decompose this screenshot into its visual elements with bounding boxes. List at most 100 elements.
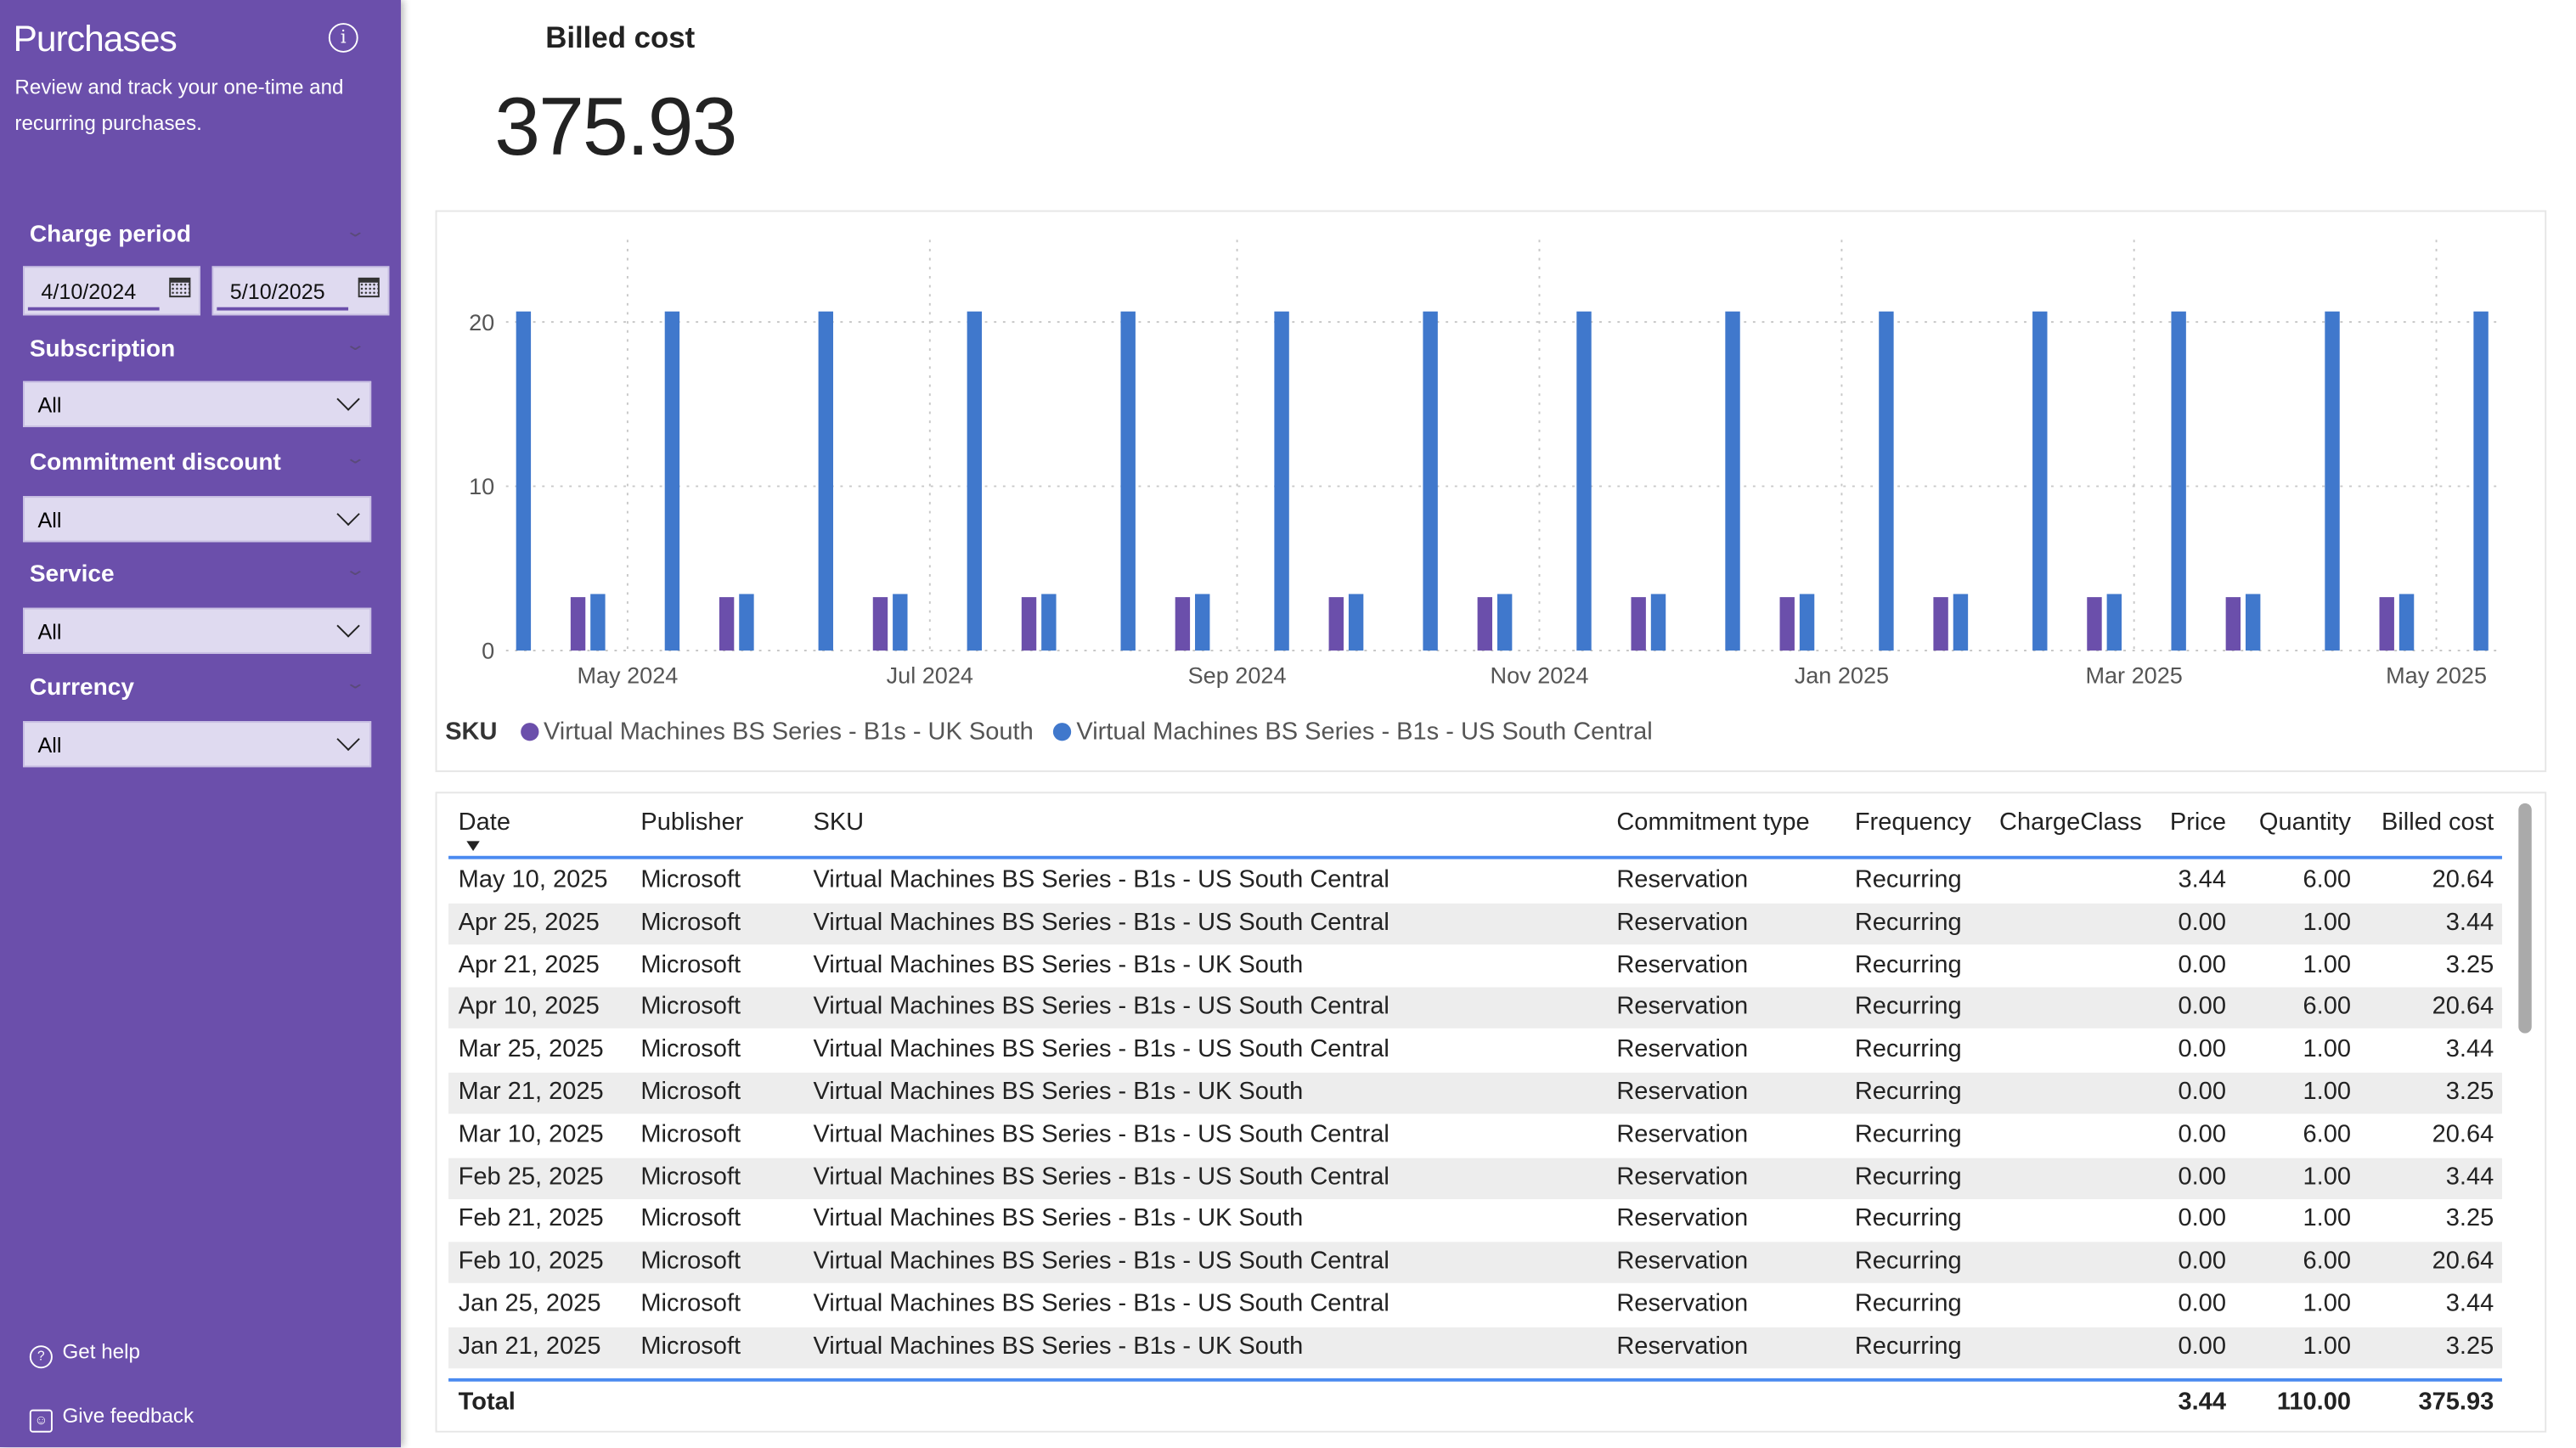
column-header-price[interactable]: Price [2169,808,2226,837]
cell-frequency: Recurring [1854,1162,1962,1191]
column-header-frequency[interactable]: Frequency [1854,808,1971,837]
bar-uk-south [1175,597,1191,651]
end-date-input[interactable]: 5/10/2025 [211,266,390,316]
cell-sku: Virtual Machines BS Series - B1s - US So… [813,865,1389,894]
bar-uk-south [570,597,586,651]
cell-frequency: Recurring [1854,908,1962,937]
chart-card [435,210,2547,773]
bar-us-south-central [2032,311,2048,651]
x-tick-label: Jan 2025 [1795,662,1889,689]
cell-billed-cost: 20.64 [2432,1247,2494,1276]
cell-commitment-type: Reservation [1616,1034,1749,1063]
cell-commitment-type: Reservation [1616,1162,1749,1191]
bar-us-south-central [1650,594,1666,651]
kpi-title: Billed cost [545,21,696,54]
bar-us-south-central [1497,594,1513,651]
column-header-quantity[interactable]: Quantity [2258,808,2351,837]
cell-price: 3.44 [2178,865,2226,894]
calendar-icon[interactable] [358,277,380,298]
table-row[interactable] [448,1157,2502,1199]
cell-commitment-type: Reservation [1616,1289,1749,1318]
currency-label: Currency [29,674,134,701]
bar-uk-south [1328,597,1344,651]
cell-price: 0.00 [2178,908,2226,937]
legend-item-us-south-central[interactable]: Virtual Machines BS Series - B1s - US So… [1053,718,1653,746]
legend-item-uk-south[interactable]: Virtual Machines BS Series - B1s - UK So… [520,718,1034,746]
x-tick-label: Nov 2024 [1491,662,1589,689]
cell-date: Mar 10, 2025 [458,1119,604,1148]
table-row[interactable] [448,945,2502,987]
cell-price: 0.00 [2178,1034,2226,1063]
cell-price: 0.00 [2178,1332,2226,1361]
chevron-down-icon[interactable]: ⌄ [344,223,367,242]
y-tick-label: 20 [469,309,494,335]
cell-billed-cost: 3.25 [2445,1204,2494,1233]
table-row[interactable] [448,1327,2502,1368]
cell-date: Jan 21, 2025 [458,1332,601,1361]
bar-us-south-central [739,594,754,651]
y-tick-label: 0 [482,638,494,664]
total-price: 3.44 [2178,1388,2226,1417]
cell-publisher: Microsoft [640,1034,741,1063]
calendar-icon[interactable] [169,277,191,298]
legend-title: SKU [445,718,498,747]
column-header-charge-class[interactable]: ChargeClass [1999,808,2142,837]
column-header-billed-cost[interactable]: Billed cost [2382,808,2494,837]
chevron-down-icon[interactable]: ⌄ [344,674,367,694]
total-quantity: 110.00 [2276,1388,2351,1417]
info-icon[interactable]: i [328,23,358,53]
table-row[interactable] [448,1114,2502,1157]
cell-publisher: Microsoft [640,1119,741,1148]
cell-publisher: Microsoft [640,1077,741,1106]
bar-us-south-central [893,594,908,651]
table-row[interactable] [448,1284,2502,1326]
cell-commitment-type: Reservation [1616,908,1749,937]
commitment-discount-dropdown[interactable]: All [23,496,372,543]
cell-price: 0.00 [2178,1119,2226,1148]
table-row[interactable] [448,860,2502,902]
start-date-input[interactable]: 4/10/2024 [23,266,200,316]
get-help-link[interactable]: ? Get help [29,1340,140,1369]
cell-billed-cost: 3.44 [2445,1162,2494,1191]
chart-legend: SKU Virtual Machines BS Series - B1s - U… [445,718,1653,746]
bar-us-south-central [2171,311,2186,651]
table-row[interactable] [448,1199,2502,1242]
kpi-value: 375.93 [494,80,737,173]
bar-us-south-central [2106,594,2122,651]
column-header-date[interactable]: Date [458,808,510,837]
chevron-down-icon[interactable]: ⌄ [344,336,367,355]
table-row[interactable] [448,1073,2502,1114]
table-scrollbar[interactable] [2518,803,2532,1034]
help-icon: ? [29,1345,53,1369]
bar-us-south-central [2325,311,2340,651]
sort-descending-icon[interactable] [466,841,480,851]
chevron-down-icon[interactable]: ⌄ [344,561,367,580]
cell-quantity: 6.00 [2303,865,2351,894]
give-feedback-link[interactable]: ☺ Give feedback [29,1405,194,1433]
bar-us-south-central [1423,311,1438,651]
table-row[interactable] [448,903,2502,944]
cell-commitment-type: Reservation [1616,1332,1749,1361]
column-header-publisher[interactable]: Publisher [640,808,744,837]
service-dropdown[interactable]: All [23,607,372,654]
cell-quantity: 6.00 [2303,993,2351,1021]
cell-frequency: Recurring [1854,1332,1962,1361]
cell-quantity: 1.00 [2303,1077,2351,1106]
cell-publisher: Microsoft [640,1204,741,1233]
table-row[interactable] [448,1242,2502,1284]
cell-sku: Virtual Machines BS Series - B1s - UK So… [813,1332,1304,1361]
subscription-dropdown[interactable]: All [23,380,372,427]
table-row[interactable] [448,1030,2502,1072]
cell-commitment-type: Reservation [1616,1204,1749,1233]
x-tick-label: May 2024 [577,662,678,689]
bar-us-south-central [1725,311,1740,651]
cell-billed-cost: 3.44 [2445,1034,2494,1063]
currency-dropdown[interactable]: All [23,721,372,768]
chevron-down-icon[interactable]: ⌄ [344,449,367,469]
column-header-commitment-type[interactable]: Commitment type [1616,808,1810,837]
column-header-sku[interactable]: SKU [813,808,865,837]
table-row[interactable] [448,988,2502,1029]
cell-commitment-type: Reservation [1616,1077,1749,1106]
